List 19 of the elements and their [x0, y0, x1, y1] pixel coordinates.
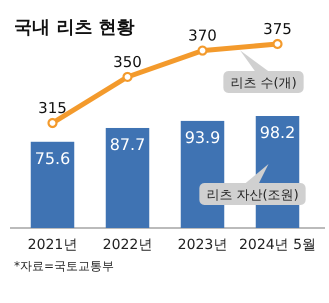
bar — [30, 142, 74, 228]
data-label: 93.9 — [184, 128, 220, 147]
callout: 리츠 자산(조원) — [199, 164, 306, 205]
x-tick-label: 2024년 5월 — [239, 237, 316, 253]
data-label: 98.2 — [260, 123, 296, 142]
data-label: 87.7 — [110, 134, 146, 154]
callout: 리츠 수(개) — [223, 50, 304, 93]
bar — [106, 128, 150, 228]
series-label: 리츠 자산(조원) — [206, 188, 299, 203]
data-label: 350 — [113, 52, 142, 71]
data-label: 375 — [263, 20, 292, 38]
data-label: 75.6 — [34, 148, 70, 168]
data-label: 370 — [188, 26, 217, 45]
text: *자료=국토교통부 — [14, 259, 114, 273]
chart-title: 국내 리츠 현황 — [14, 17, 135, 38]
x-tick-label: 2023년 — [178, 237, 228, 253]
x-tick-label: 2021년 — [28, 237, 78, 253]
data-label: 315 — [38, 99, 67, 117]
x-tick-label: 2022년 — [102, 237, 152, 253]
